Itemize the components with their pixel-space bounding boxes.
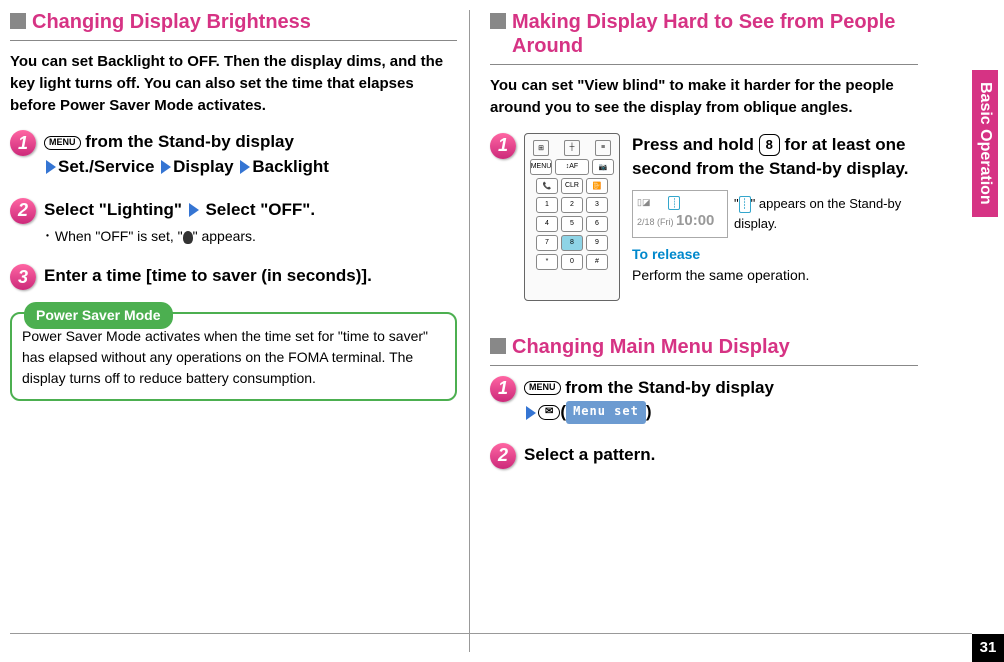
phone-key: 1: [536, 197, 558, 213]
left-step2-note-a: When "OFF" is set, ": [55, 228, 183, 244]
side-tab: Basic Operation: [972, 0, 1004, 662]
phone-nav-icon: ┼: [564, 140, 580, 156]
left-step-3: 3 Enter a time [time to saver (in second…: [10, 264, 457, 290]
right-top-heading-title: Making Display Hard to See from People A…: [512, 10, 918, 58]
left-step1-b1: Set./Service: [58, 157, 154, 176]
phone-key: CLR: [561, 178, 583, 194]
left-step2-note-b: " appears.: [193, 228, 256, 244]
phone-softkey-icon: ⊞: [533, 140, 549, 156]
right-step1-a: Press and hold: [632, 135, 759, 154]
left-step2-note: ･ When "OFF" is set, "" appears.: [44, 226, 457, 246]
lcd-date: 2/18 (Fri): [637, 217, 674, 227]
phone-key: ↕AF: [555, 159, 589, 175]
bulb-off-icon: [183, 231, 193, 244]
standby-display-illustration: ▯◪ ┊ 2/18 (Fri) 10:00: [632, 190, 728, 238]
info-box-body: Power Saver Mode activates when the time…: [22, 326, 445, 389]
menu-set-badge: Menu set: [566, 401, 646, 423]
heading-square-icon: [10, 13, 26, 29]
appears-note: "┊" appears on the Stand-by display.: [734, 194, 918, 233]
page-number: 31: [972, 634, 1004, 662]
phone-key: *: [536, 254, 558, 270]
appears-b: " appears on the Stand-by display.: [734, 196, 901, 231]
right-top-heading: Making Display Hard to See from People A…: [490, 10, 918, 58]
left-step1-b3: Backlight: [252, 157, 329, 176]
menu-key-icon: MENU: [44, 136, 81, 150]
rb-step1-a: from the Stand-by display: [561, 378, 774, 397]
left-step1-b2: Display: [173, 157, 233, 176]
left-step1-title: MENU from the Stand-by display Set./Serv…: [44, 130, 457, 179]
heading-square-icon: [490, 13, 506, 29]
step-number-icon: 1: [10, 130, 36, 156]
phone-key: 4: [536, 216, 558, 232]
mail-key-icon: ✉: [538, 405, 560, 420]
arrow-icon: [240, 160, 250, 174]
appears-a: ": [734, 196, 739, 211]
step-number-icon: 1: [490, 133, 516, 159]
phone-keypad-illustration: ⊞ ┼ ≡ MENU ↕AF 📷 📞 CLR 📴 123: [524, 133, 620, 301]
heading-underline: [10, 40, 457, 41]
right-bottom-step-2: 2 Select a pattern.: [490, 443, 918, 469]
phone-key: 📞: [536, 178, 558, 194]
phone-key: 6: [586, 216, 608, 232]
arrow-icon: [161, 160, 171, 174]
chapter-tab-label: Basic Operation: [972, 70, 998, 217]
left-heading: Changing Display Brightness: [10, 10, 457, 34]
left-step-1: 1 MENU from the Stand-by display Set./Se…: [10, 130, 457, 179]
step-number-icon: 2: [10, 198, 36, 224]
heading-underline: [490, 64, 918, 65]
left-step1-text-a: from the Stand-by display: [81, 132, 294, 151]
arrow-icon: [46, 160, 56, 174]
footer-line: [10, 633, 972, 634]
step-number-icon: 1: [490, 376, 516, 402]
menu-key-icon: MENU: [524, 381, 561, 395]
phone-key: 0: [561, 254, 583, 270]
right-top-step-1: 1 ⊞ ┼ ≡ MENU ↕AF 📷 📞 CLR: [490, 133, 918, 301]
phone-key: #: [586, 254, 608, 270]
phone-key: 📴: [586, 178, 608, 194]
phone-key: 9: [586, 235, 608, 251]
phone-key: 📷: [592, 159, 614, 175]
key-8-icon: 8: [759, 134, 780, 157]
heading-square-icon: [490, 338, 506, 354]
heading-underline: [490, 365, 918, 366]
step-number-icon: 2: [490, 443, 516, 469]
right-bottom-step2-title: Select a pattern.: [524, 443, 918, 468]
left-heading-title: Changing Display Brightness: [32, 10, 311, 34]
left-column: Changing Display Brightness You can set …: [10, 10, 470, 652]
to-release-label: To release: [632, 246, 700, 262]
step-number-icon: 3: [10, 264, 36, 290]
view-blind-icon: ┊: [739, 196, 751, 213]
to-release-body: Perform the same operation.: [632, 267, 809, 283]
phone-key-8-highlight: 8: [561, 235, 583, 251]
phone-softkey-icon: ≡: [595, 140, 611, 156]
left-intro: You can set Backlight to OFF. Then the d…: [10, 51, 457, 116]
arrow-icon: [526, 406, 536, 420]
left-step2-a: Select "Lighting": [44, 200, 182, 219]
right-top-intro: You can set "View blind" to make it hard…: [490, 75, 918, 119]
right-bottom-heading-title: Changing Main Menu Display: [512, 335, 790, 359]
lcd-time: 10:00: [676, 212, 714, 229]
phone-key: 2: [561, 197, 583, 213]
left-step2-b: Select "OFF".: [205, 200, 315, 219]
left-step-2: 2 Select "Lighting" Select "OFF". ･ When…: [10, 198, 457, 247]
power-saver-info-box: Power Saver Mode Power Saver Mode activa…: [10, 312, 457, 401]
info-box-title: Power Saver Mode: [24, 302, 173, 329]
phone-key: 7: [536, 235, 558, 251]
view-blind-icon: ┊: [668, 196, 680, 210]
right-bottom-heading: Changing Main Menu Display: [490, 335, 918, 359]
left-step2-title: Select "Lighting" Select "OFF".: [44, 198, 457, 223]
phone-key: MENU: [530, 159, 552, 175]
right-column: Making Display Hard to See from People A…: [470, 10, 930, 652]
left-step3-title: Enter a time [time to saver (in seconds)…: [44, 264, 457, 289]
arrow-icon: [189, 203, 199, 217]
phone-key: 5: [561, 216, 583, 232]
right-bottom-step-1: 1 MENU from the Stand-by display ✉(Menu …: [490, 376, 918, 425]
phone-key: 3: [586, 197, 608, 213]
right-bottom-step1-title: MENU from the Stand-by display ✉(Menu se…: [524, 376, 918, 425]
